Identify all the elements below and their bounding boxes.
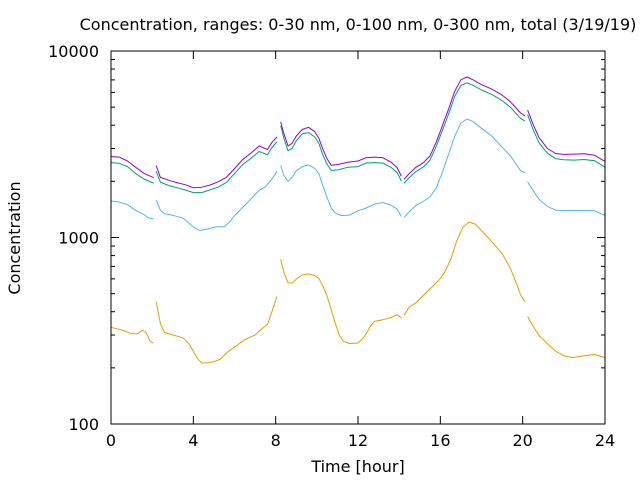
series-2-line-segment <box>527 114 606 168</box>
series-0-line-segment <box>527 316 606 359</box>
series-2-line-segment <box>403 82 526 184</box>
series-1-line-segment <box>155 171 278 231</box>
y-tick-label: 10000 <box>48 42 99 61</box>
series-3-line-segment <box>403 76 526 180</box>
series-3-line-segment <box>280 121 402 177</box>
x-tick-label: 20 <box>512 431 532 450</box>
y-tick-label: 100 <box>68 415 99 434</box>
series-0-line-segment <box>110 326 154 344</box>
y-axis-label: Concentration <box>5 181 24 294</box>
plot-frame <box>110 50 606 425</box>
x-tick-label: 12 <box>348 431 368 450</box>
x-tick-label: 16 <box>430 431 450 450</box>
x-axis: 0 4 8 12 16 20 24 <box>106 51 615 450</box>
x-tick-label: 0 <box>106 431 116 450</box>
series-1-line-segment <box>527 181 606 217</box>
series-3-line-segment <box>155 136 278 189</box>
x-tick-label: 24 <box>595 431 615 450</box>
series-1-line-segment <box>110 200 154 220</box>
plot-series-group <box>110 76 606 364</box>
series-3-line-segment <box>527 109 606 162</box>
series-3-line-segment <box>110 156 154 178</box>
series-2-line-segment <box>155 141 278 194</box>
x-tick-label: 8 <box>271 431 281 450</box>
series-1-line-segment <box>280 164 402 217</box>
x-axis-label: Time [hour] <box>310 457 404 476</box>
series-1-line-segment <box>403 118 526 218</box>
series-0-line-segment <box>280 259 402 345</box>
series-2-line-segment <box>110 162 154 184</box>
chart-title: Concentration, ranges: 0-30 nm, 0-100 nm… <box>80 15 637 34</box>
x-tick-label: 4 <box>188 431 198 450</box>
y-tick-label: 1000 <box>58 229 99 248</box>
y-axis: 100 1000 10000 <box>48 42 605 434</box>
series-2-line-segment <box>280 125 402 182</box>
series-0-line-segment <box>403 221 526 316</box>
series-0-line-segment <box>155 296 278 364</box>
